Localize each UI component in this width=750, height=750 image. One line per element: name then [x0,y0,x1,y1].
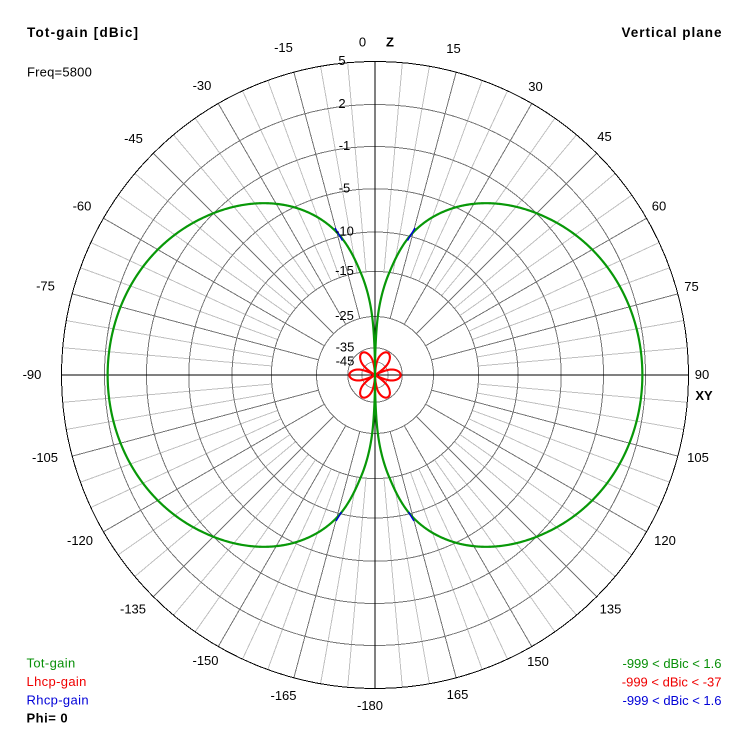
svg-text:Rhcp-gain: Rhcp-gain [27,692,89,707]
svg-text:XY: XY [695,388,713,403]
svg-text:120: 120 [654,533,676,548]
svg-text:-135: -135 [120,601,146,616]
svg-text:Lhcp-gain: Lhcp-gain [27,674,87,689]
svg-text:Tot-gain: Tot-gain [27,656,76,671]
svg-text:-35: -35 [336,339,355,354]
svg-text:60: 60 [652,198,666,213]
svg-text:-25: -25 [335,308,354,323]
svg-text:-15: -15 [335,263,354,278]
svg-text:-180: -180 [357,698,383,713]
svg-text:-30: -30 [193,78,212,93]
svg-text:2: 2 [338,96,345,111]
svg-text:5: 5 [338,53,345,68]
svg-text:135: 135 [600,601,622,616]
svg-text:-1: -1 [339,138,351,153]
svg-text:-45: -45 [124,131,143,146]
svg-text:90: 90 [695,367,709,382]
svg-text:Tot-gain [dBic]: Tot-gain [dBic] [27,25,139,40]
svg-text:45: 45 [597,129,611,144]
svg-text:-105: -105 [32,450,58,465]
svg-text:-60: -60 [73,198,92,213]
svg-text:Vertical plane: Vertical plane [621,25,722,40]
svg-text:15: 15 [446,41,460,56]
svg-text:75: 75 [684,279,698,294]
svg-text:Freq=5800: Freq=5800 [27,65,92,80]
svg-text:Phi= 0: Phi= 0 [27,710,69,725]
svg-text:-999 < dBic < 1.6: -999 < dBic < 1.6 [622,656,721,671]
svg-text:105: 105 [687,450,709,465]
svg-text:-120: -120 [67,533,93,548]
svg-text:-15: -15 [274,40,293,55]
svg-text:-165: -165 [270,688,296,703]
svg-text:-150: -150 [192,653,218,668]
svg-text:-45: -45 [336,353,355,368]
svg-text:30: 30 [528,79,542,94]
svg-text:-10: -10 [335,224,354,239]
svg-text:-90: -90 [23,367,42,382]
svg-text:-999 < dBic < -37: -999 < dBic < -37 [622,674,722,689]
svg-text:150: 150 [527,654,549,669]
svg-text:Z: Z [386,34,394,49]
svg-text:0: 0 [359,34,366,49]
svg-text:-75: -75 [36,278,55,293]
svg-text:-5: -5 [339,181,351,196]
svg-text:-999 < dBic < 1.6: -999 < dBic < 1.6 [622,693,721,708]
svg-text:165: 165 [447,687,469,702]
